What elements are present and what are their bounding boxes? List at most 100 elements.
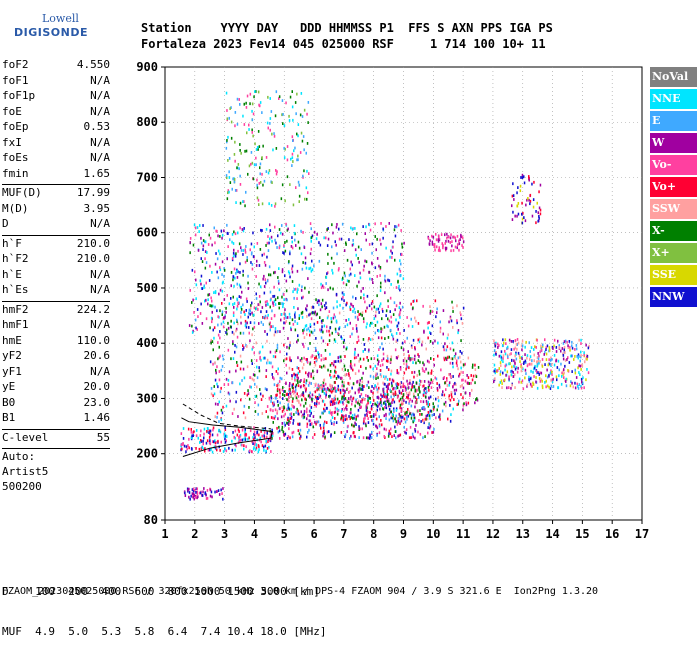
echo-point <box>308 329 311 333</box>
echo-point <box>580 338 582 342</box>
echo-point <box>209 439 211 442</box>
param-row: B1 1.46 <box>2 411 110 427</box>
echo-point <box>201 287 204 290</box>
echo-point <box>381 327 384 331</box>
echo-point <box>422 304 424 308</box>
echo-point <box>201 446 204 449</box>
echo-point <box>272 355 275 358</box>
echo-point <box>231 240 233 244</box>
echo-point <box>270 204 273 207</box>
echo-point <box>316 388 318 392</box>
echo-point <box>287 227 289 231</box>
echo-point <box>279 437 281 440</box>
echo-point <box>325 395 327 399</box>
echo-point <box>251 263 254 266</box>
echo-point <box>349 390 351 393</box>
echo-point <box>336 412 339 416</box>
echo-point <box>263 261 266 264</box>
echo-point <box>229 325 232 329</box>
echo-point <box>516 338 519 341</box>
echo-point <box>315 359 318 363</box>
echo-point <box>274 114 277 118</box>
echo-point <box>398 399 401 403</box>
echo-point <box>254 440 256 444</box>
echo-point <box>511 204 513 208</box>
echo-point <box>376 294 378 298</box>
echo-point <box>289 382 291 385</box>
echo-point <box>444 400 447 404</box>
echo-point <box>282 305 284 309</box>
echo-point <box>313 311 316 315</box>
echo-point <box>300 289 303 292</box>
echo-point <box>316 397 318 400</box>
echo-point <box>412 385 414 388</box>
echo-point <box>386 366 388 369</box>
echo-cluster <box>427 232 465 253</box>
echo-point <box>372 367 374 371</box>
echo-point <box>516 347 518 351</box>
echo-point <box>372 403 374 406</box>
echo-point <box>290 407 292 411</box>
echo-point <box>349 321 351 325</box>
echo-point <box>290 245 293 248</box>
param-row: B0 23.0 <box>2 396 110 412</box>
echo-point <box>462 246 464 249</box>
echo-point <box>411 325 414 328</box>
echo-point <box>320 365 323 369</box>
echo-point <box>385 406 388 410</box>
echo-point <box>260 320 263 324</box>
echo-point <box>309 391 311 395</box>
echo-point <box>259 101 262 104</box>
echo-point <box>234 436 236 440</box>
echo-point <box>323 324 326 328</box>
echo-point <box>302 394 305 398</box>
echo-point <box>337 388 340 392</box>
echo-point <box>247 389 249 392</box>
echo-point <box>512 182 514 186</box>
echo-point <box>448 394 451 398</box>
echo-point <box>378 386 380 390</box>
echo-point <box>500 379 503 383</box>
echo-point <box>255 443 258 447</box>
echo-point <box>236 297 238 301</box>
echo-point <box>214 361 216 365</box>
echo-point <box>419 413 421 416</box>
echo-point <box>429 331 431 334</box>
echo-point <box>365 325 368 329</box>
echo-point <box>508 375 510 379</box>
echo-point <box>539 212 542 216</box>
echo-point <box>445 247 447 251</box>
echo-point <box>406 417 408 421</box>
echo-point <box>410 344 413 348</box>
echo-point <box>307 277 309 280</box>
echo-point <box>339 391 342 395</box>
echo-point <box>569 345 571 349</box>
echo-point <box>364 300 366 304</box>
echo-point <box>317 351 319 354</box>
echo-point <box>257 130 260 133</box>
echo-point <box>367 421 370 424</box>
echo-point <box>276 246 278 249</box>
echo-point <box>452 385 454 389</box>
echo-point <box>414 347 416 351</box>
echo-point <box>218 378 221 382</box>
echo-point <box>371 321 373 325</box>
echo-point <box>575 344 578 347</box>
echo-point <box>412 380 414 384</box>
echo-point <box>396 371 398 375</box>
echo-point <box>266 431 268 435</box>
param-value: 1.65 <box>83 166 111 180</box>
echo-point <box>206 427 209 430</box>
echo-cluster <box>188 222 405 335</box>
echo-point <box>223 434 226 438</box>
echo-point <box>269 117 272 120</box>
echo-point <box>309 312 311 316</box>
echo-point <box>217 323 219 327</box>
echo-point <box>362 357 365 361</box>
echo-point <box>383 395 386 398</box>
echo-point <box>458 248 460 252</box>
echo-point <box>288 387 291 391</box>
echo-point <box>323 388 325 391</box>
echo-point <box>225 331 227 334</box>
echo-point <box>306 315 308 318</box>
